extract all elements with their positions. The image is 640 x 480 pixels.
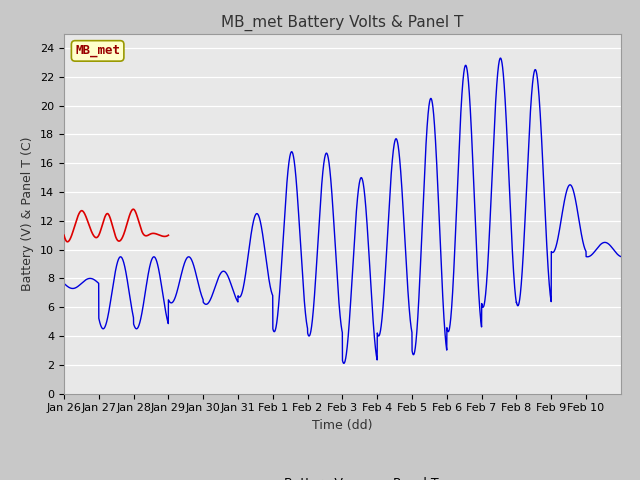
Y-axis label: Battery (V) & Panel T (C): Battery (V) & Panel T (C) [22,136,35,291]
Legend: Battery V, Panel T: Battery V, Panel T [241,472,444,480]
X-axis label: Time (dd): Time (dd) [312,419,372,432]
Title: MB_met Battery Volts & Panel T: MB_met Battery Volts & Panel T [221,15,463,31]
Text: MB_met: MB_met [75,44,120,58]
